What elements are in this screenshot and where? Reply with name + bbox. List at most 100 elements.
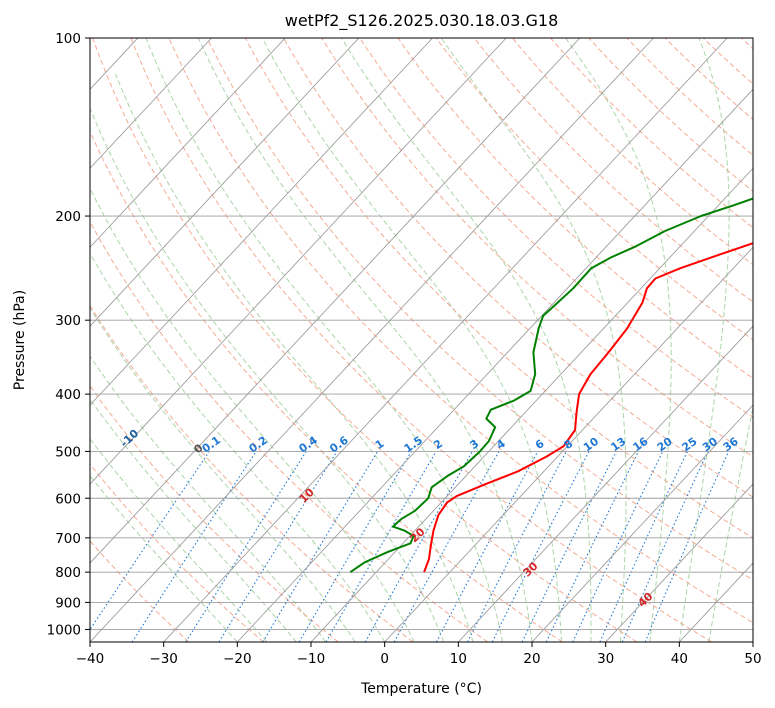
dry-adiabat (90, 220, 488, 642)
dry-adiabat-label: -20 (28, 385, 52, 408)
mixing-ratio-label: 1 (373, 437, 387, 452)
dry-adiabat (588, 38, 753, 192)
x-tick-label: 20 (523, 651, 540, 667)
isotherm-line (605, 483, 753, 642)
dry-adiabat (90, 304, 414, 642)
dry-adiabat (90, 385, 339, 642)
moist-adiabat (90, 187, 415, 642)
moist-adiabat (115, 73, 474, 642)
isotherm-line (679, 562, 753, 642)
moist-adiabat (708, 404, 753, 642)
mixing-ratio-line (572, 451, 664, 642)
isotherm-line (90, 38, 654, 642)
annotation-layer: -100-90-80-70-60-50-40-30-20-10010203040… (28, 385, 741, 610)
dry-adiabat (550, 38, 753, 229)
y-tick-label: 200 (55, 209, 81, 225)
x-tick-label: 50 (744, 651, 761, 667)
dry-adiabat (90, 463, 264, 642)
isotherm-line (90, 38, 212, 169)
x-tick-label: −10 (297, 651, 326, 667)
mixing-ratio-line (131, 451, 257, 642)
isotherm-line (310, 167, 753, 642)
dry-adiabat (92, 38, 638, 642)
x-tick-label: −40 (76, 651, 105, 667)
moist-adiabat (90, 307, 356, 642)
mixing-ratio-line (185, 451, 307, 642)
mixing-ratio-line (298, 451, 412, 642)
y-tick-label: 800 (55, 565, 81, 581)
mixing-ratio-line (364, 451, 473, 642)
dry-adiabat (90, 540, 190, 642)
x-tick-label: 40 (671, 651, 688, 667)
mixing-ratio-label: 0.4 (296, 433, 320, 455)
dry-adiabat (626, 38, 753, 156)
mixing-ratio-line (491, 451, 590, 642)
x-tick-label: 10 (450, 651, 467, 667)
mixing-ratio-line (599, 451, 688, 642)
isotherm-line (90, 38, 360, 327)
moist-adiabat (90, 438, 268, 642)
sounding-line (423, 242, 753, 573)
isotherm-line (90, 38, 507, 485)
y-axis-label: Pressure (hPa) (12, 290, 28, 390)
isotherm-line (237, 88, 753, 642)
mixing-ratio-label: 1.5 (402, 434, 425, 456)
isotherm-line (752, 641, 753, 642)
moist-adiabat (90, 252, 386, 642)
plot-frame (89, 37, 754, 643)
isotherm-line (458, 325, 753, 642)
chart-title: wetPf2_S126.2025.030.18.03.G18 (285, 11, 559, 31)
moist-adiabat (90, 475, 238, 642)
dry-adiabat (741, 38, 753, 50)
dry-adiabat (435, 38, 753, 341)
y-tick-label: 900 (55, 595, 81, 611)
x-tick-label: −20 (223, 651, 252, 667)
tick-layer: −40 −30 −20 −10 0 10 20 30 40 5010020030040050060… (47, 31, 762, 667)
y-tick-label: 600 (55, 491, 81, 507)
moist-adiabat (145, 38, 503, 642)
dry-adiabat (206, 38, 753, 581)
mixing-ratio-label: 0.6 (327, 433, 351, 455)
y-tick-label: 700 (55, 531, 81, 547)
y-tick-label: 500 (55, 444, 81, 460)
isotherm-line (531, 404, 753, 642)
dry-adiabat (168, 38, 753, 624)
moist-adiabat (565, 38, 672, 642)
moist-adiabat (197, 38, 533, 642)
series-layer (349, 197, 753, 573)
moist-adiabat (341, 38, 592, 642)
isotherm-line (163, 38, 728, 642)
mixing-ratio-label: 4 (494, 437, 508, 452)
dry-adiabat-label: 30 (521, 559, 541, 579)
mixing-ratio-label: 6 (533, 437, 547, 452)
dry-adiabat (512, 38, 753, 266)
y-tick-label: 1000 (47, 622, 81, 638)
mixing-ratio-line (325, 451, 437, 642)
y-tick-label: 300 (55, 313, 81, 329)
isotherm-line (90, 38, 581, 564)
mixing-ratio-line (621, 451, 709, 642)
dry-adiabat (90, 130, 563, 642)
isotherm-line (384, 246, 753, 642)
moist-adiabat (90, 398, 297, 642)
mixing-ratio-line (393, 451, 500, 642)
y-tick-label: 100 (55, 31, 81, 47)
dry-adiabat (473, 38, 753, 303)
dry-adiabat-label: -10 (118, 427, 142, 450)
dry-adiabat (702, 38, 753, 85)
grid-layer (90, 38, 753, 642)
dry-adiabat (283, 38, 753, 498)
moist-adiabat (90, 106, 445, 642)
dry-adiabat (397, 38, 753, 379)
mixing-ratio-label: 2 (431, 437, 445, 452)
x-tick-label: −30 (149, 651, 178, 667)
mixing-ratio-line (545, 451, 639, 642)
isotherm-line (90, 38, 433, 406)
moist-adiabat (90, 355, 327, 642)
dry-adiabat (359, 38, 753, 418)
mixing-ratio-line (644, 451, 730, 642)
dry-adiabat (130, 38, 712, 642)
sounding-line (349, 197, 753, 573)
isotherm-line (90, 38, 286, 248)
